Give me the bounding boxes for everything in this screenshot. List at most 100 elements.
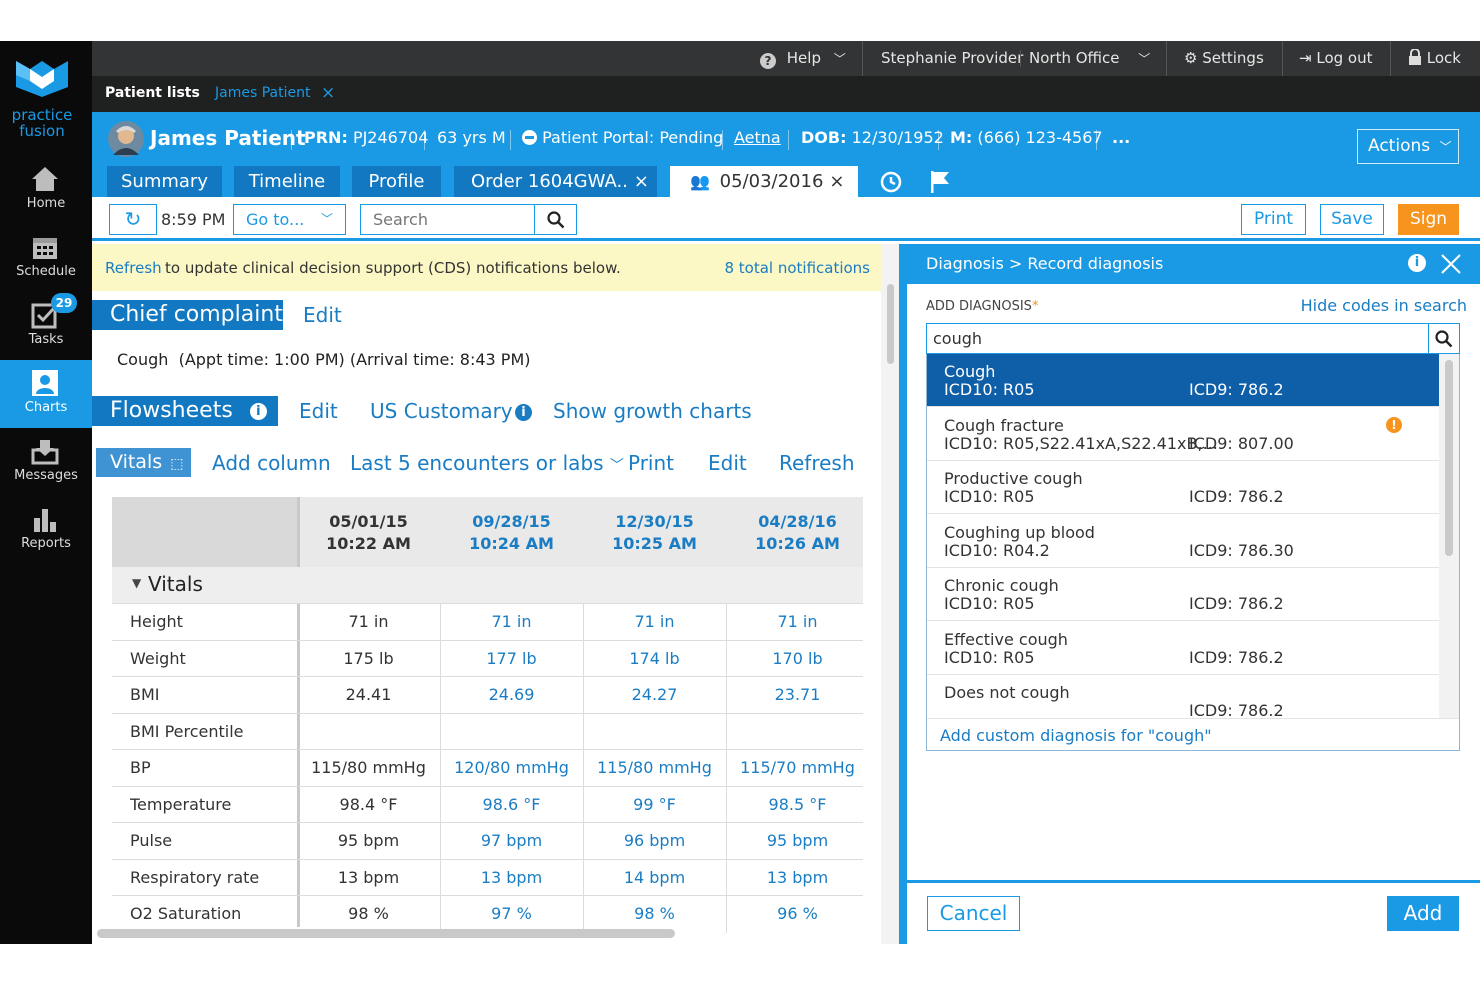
diagnosis-result-item[interactable]: Productive cough ICD10: R05 ICD9: 786.2 xyxy=(927,461,1439,514)
table-cell[interactable]: 71 in xyxy=(348,612,389,631)
hide-codes-link[interactable]: Hide codes in search xyxy=(1300,296,1467,315)
flag-icon[interactable] xyxy=(929,170,951,194)
close-icon[interactable] xyxy=(1440,253,1462,275)
main-scrollbar-track[interactable] xyxy=(881,244,899,944)
cancel-button[interactable]: Cancel xyxy=(927,896,1020,931)
diagnosis-result-item[interactable]: Chronic cough ICD10: R05 ICD9: 786.2 xyxy=(927,568,1439,621)
units-link[interactable]: US Customary xyxy=(370,399,513,423)
vitals-section-row[interactable]: ▼ Vitals xyxy=(112,567,863,603)
diagnosis-result-item[interactable]: Effective cough ICD10: R05 ICD9: 786.2 xyxy=(927,622,1439,675)
tab-summary[interactable]: Summary xyxy=(107,166,222,197)
vitals-refresh-link[interactable]: Refresh xyxy=(779,451,855,475)
chief-complaint-edit-link[interactable]: Edit xyxy=(303,303,342,327)
nav-charts[interactable]: Charts xyxy=(0,360,92,428)
table-cell[interactable]: 99 °F xyxy=(633,794,676,814)
table-cell[interactable]: 24.41 xyxy=(345,685,392,704)
diagnosis-result-item[interactable]: Coughing up blood ICD10: R04.2 ICD9: 786.3… xyxy=(927,515,1439,568)
column-header[interactable]: 04/28/16 10:26 AM xyxy=(755,512,840,553)
diagnosis-search-button[interactable] xyxy=(1428,323,1460,354)
office-selector[interactable]: North Office ﹀ xyxy=(1029,41,1150,76)
info-icon[interactable]: i xyxy=(1408,254,1426,272)
encounter-filter-dropdown[interactable]: Last 5 encounters or labs ﹀ xyxy=(350,451,624,475)
nav-schedule[interactable]: Schedule xyxy=(0,224,92,292)
add-custom-diagnosis-link[interactable]: Add custom diagnosis for "cough" xyxy=(940,726,1212,745)
diagnosis-search-input[interactable] xyxy=(926,323,1429,354)
cds-refresh-link[interactable]: Refresh xyxy=(105,259,162,277)
flowsheets-edit-link[interactable]: Edit xyxy=(299,399,338,423)
table-cell[interactable]: 97 bpm xyxy=(480,831,543,850)
nav-tasks[interactable]: 29 Tasks xyxy=(0,292,92,360)
cds-notifications-link[interactable]: 8 total notifications xyxy=(724,259,870,277)
help-menu[interactable]: ? Help ﹀ xyxy=(760,41,846,76)
close-icon[interactable]: × xyxy=(829,171,845,192)
table-cell[interactable]: 174 lb xyxy=(629,648,680,668)
table-cell[interactable]: 115/70 mmHg xyxy=(740,758,855,777)
search-input[interactable] xyxy=(360,204,535,235)
table-cell[interactable]: 98.5 °F xyxy=(768,794,827,814)
practice-fusion-logo[interactable]: practice fusion xyxy=(0,41,92,153)
vitals-print-link[interactable]: Print xyxy=(628,451,675,475)
add-column-link[interactable]: Add column xyxy=(212,451,331,475)
save-button[interactable]: Save xyxy=(1320,204,1384,235)
column-header[interactable]: 05/01/15 10:22 AM xyxy=(326,512,411,553)
growth-charts-link[interactable]: Show growth charts xyxy=(553,399,752,423)
actions-menu[interactable]: Actions ﹀ xyxy=(1357,129,1459,164)
table-cell[interactable]: 98 % xyxy=(348,904,389,923)
tab-order[interactable]: Order 1604GWA.. × xyxy=(454,166,657,197)
table-cell[interactable]: 24.27 xyxy=(631,685,678,704)
table-cell[interactable]: 13 bpm xyxy=(337,867,400,887)
table-cell[interactable]: 23.71 xyxy=(774,685,821,704)
patient-portal-status[interactable]: Patient Portal: Pending xyxy=(522,128,723,147)
insurance-link[interactable]: Aetna xyxy=(734,128,781,147)
logout-button[interactable]: ⇥ Log out xyxy=(1299,41,1373,76)
vitals-edit-link[interactable]: Edit xyxy=(708,451,747,475)
table-cell[interactable]: 71 in xyxy=(777,612,818,631)
print-button[interactable]: Print xyxy=(1241,204,1306,235)
table-cell[interactable]: 98 % xyxy=(634,904,675,923)
sign-button[interactable]: Sign xyxy=(1398,204,1459,235)
table-cell[interactable]: 95 bpm xyxy=(337,831,400,850)
table-cell[interactable]: 96 bpm xyxy=(623,831,686,850)
table-cell[interactable]: 120/80 mmHg xyxy=(454,758,569,777)
tab-encounter[interactable]: 👥 05/03/2016 × xyxy=(670,166,858,197)
diagnosis-result-item[interactable]: Does not cough ICD9: 786.2 xyxy=(927,675,1439,718)
info-icon[interactable]: i xyxy=(249,403,267,420)
goto-dropdown[interactable]: Go to... ﹀ xyxy=(233,204,346,235)
table-cell[interactable]: 115/80 mmHg xyxy=(597,758,712,777)
table-cell[interactable]: 115/80 mmHg xyxy=(311,758,426,777)
main-scrollbar-thumb[interactable] xyxy=(887,284,894,364)
warning-icon[interactable]: ! xyxy=(1386,416,1402,433)
table-cell[interactable]: 24.69 xyxy=(488,685,535,704)
table-cell[interactable]: 95 bpm xyxy=(766,831,829,850)
table-cell[interactable]: 13 bpm xyxy=(480,867,543,887)
avatar[interactable] xyxy=(108,121,144,157)
horizontal-scrollbar-thumb[interactable] xyxy=(97,929,675,938)
refresh-button[interactable]: ↻ xyxy=(109,204,157,235)
vitals-tab[interactable]: Vitals ⬚ xyxy=(96,448,191,477)
info-icon[interactable]: i xyxy=(515,404,532,421)
table-cell[interactable]: 71 in xyxy=(634,612,675,631)
patient-lists-tab[interactable]: Patient lists xyxy=(105,85,200,101)
table-cell[interactable]: 96 % xyxy=(777,904,818,923)
table-cell[interactable]: 13 bpm xyxy=(766,867,829,887)
table-cell[interactable]: 177 lb xyxy=(486,648,537,668)
results-scrollbar-track[interactable] xyxy=(1439,354,1459,718)
add-diagnosis-button[interactable]: Add xyxy=(1387,896,1459,931)
column-header[interactable]: 12/30/15 10:25 AM xyxy=(612,512,697,553)
table-cell[interactable]: 170 lb xyxy=(772,648,823,668)
close-icon[interactable]: × xyxy=(633,171,649,192)
table-cell[interactable]: 98.6 °F xyxy=(482,794,541,814)
nav-reports[interactable]: Reports xyxy=(0,496,92,564)
search-button[interactable] xyxy=(534,204,577,235)
diagnosis-result-item[interactable]: Cough fracture ICD10: R05,S22.41xA,S22.41… xyxy=(927,408,1439,461)
history-icon[interactable] xyxy=(879,170,903,194)
open-patient-tab[interactable]: James Patient xyxy=(215,85,311,101)
lock-button[interactable]: Lock xyxy=(1408,41,1461,76)
settings-button[interactable]: ⚙ Settings xyxy=(1184,41,1264,76)
nav-messages[interactable]: Messages xyxy=(0,428,92,496)
results-scrollbar-thumb[interactable] xyxy=(1445,360,1453,556)
more-info-button[interactable]: ... xyxy=(1112,128,1131,147)
table-cell[interactable]: 71 in xyxy=(491,612,532,631)
close-icon[interactable]: × xyxy=(321,83,336,103)
table-cell[interactable]: 97 % xyxy=(491,904,532,923)
